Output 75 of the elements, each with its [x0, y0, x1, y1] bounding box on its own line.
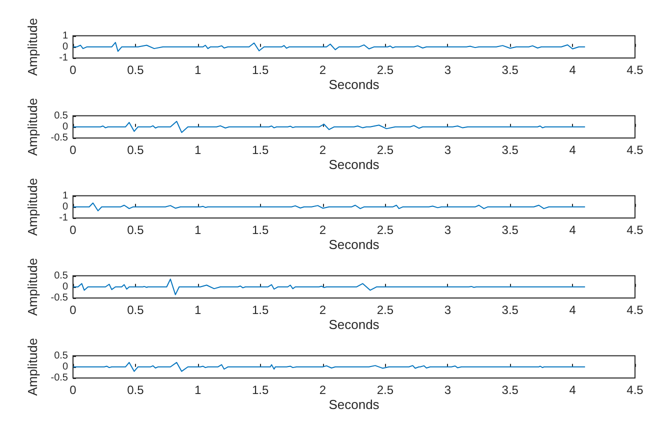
x-tick-label: 1 [194, 223, 202, 237]
x-tick-label: 3.5 [502, 223, 519, 237]
x-tick-label: 3 [444, 383, 452, 397]
x-tick-label: 4 [569, 143, 576, 157]
x-tick-label: 4.5 [626, 303, 644, 317]
x-tick-label: 1 [194, 303, 202, 317]
x-tick-label: 0.5 [127, 383, 144, 397]
x-tick-label: 1.5 [252, 143, 269, 157]
y-axis-title: Amplitude [25, 258, 40, 316]
y-tick-label: 0 [62, 361, 68, 372]
line-series [72, 202, 586, 212]
x-tick-label: 2 [319, 143, 326, 157]
x-tick-label: 2 [319, 223, 326, 237]
x-tick-label: 1.5 [252, 223, 269, 237]
x-tick-label: 3 [444, 63, 452, 77]
x-tick-label: 3.5 [502, 63, 519, 77]
y-tick-label: -0.5 [50, 132, 68, 144]
x-tick-label: 4.5 [626, 383, 644, 397]
y-tick-label: 1 [62, 190, 68, 202]
y-tick-label: -1 [59, 212, 68, 224]
x-tick-label: 3 [444, 303, 452, 317]
x-tick-label: 1 [194, 143, 202, 157]
y-tick-label: -0.5 [50, 372, 68, 384]
line-series [72, 362, 586, 372]
x-tick-label: 4.5 [626, 223, 644, 237]
x-tick-label: 3 [444, 223, 452, 237]
x-axis-title: Seconds [328, 397, 380, 412]
x-tick-label: 3 [444, 143, 452, 157]
x-tick-label: 3.5 [502, 303, 519, 317]
y-tick-label: -1 [59, 52, 68, 64]
y-axis-title: Amplitude [25, 18, 40, 76]
x-tick-label: 1.5 [252, 303, 269, 317]
line-series [72, 42, 586, 52]
x-tick-label: 4 [569, 223, 576, 237]
x-tick-label: 4 [569, 63, 576, 77]
x-tick-label: 4 [569, 383, 576, 397]
x-tick-label: 0.5 [127, 143, 144, 157]
y-tick-label: 0 [62, 281, 68, 292]
y-tick-label: 0.5 [54, 350, 68, 362]
x-tick-label: 2.5 [376, 63, 394, 77]
x-tick-label: 3.5 [502, 383, 519, 397]
y-tick-label: 0.5 [54, 110, 68, 122]
x-tick-label: 2.5 [376, 383, 394, 397]
y-tick-label: 0 [62, 201, 68, 212]
x-tick-label: 3.5 [502, 143, 519, 157]
x-tick-label: 1.5 [252, 383, 269, 397]
x-tick-label: 0.5 [127, 303, 144, 317]
x-tick-label: 4 [569, 303, 576, 317]
x-tick-label: 2.5 [376, 143, 394, 157]
x-tick-label: 2 [319, 63, 326, 77]
y-axis-title: Amplitude [25, 98, 40, 156]
x-tick-label: 0.5 [127, 223, 144, 237]
y-tick-label: 0 [62, 41, 68, 52]
y-tick-label: -0.5 [50, 292, 68, 304]
x-axis-title: Seconds [328, 237, 380, 252]
x-axis-title: Seconds [328, 157, 380, 172]
line-series [72, 278, 586, 296]
line-series [72, 120, 586, 133]
x-tick-label: 2 [319, 303, 326, 317]
x-tick-label: 0.5 [127, 63, 144, 77]
y-axis-title: Amplitude [25, 338, 40, 396]
y-tick-label: 0.5 [54, 270, 68, 282]
y-tick-label: 0 [62, 121, 68, 132]
x-axis-title: Seconds [328, 77, 380, 92]
x-tick-label: 4.5 [626, 143, 644, 157]
y-axis-title: Amplitude [25, 178, 40, 236]
x-tick-label: 2.5 [376, 303, 394, 317]
x-tick-label: 2.5 [376, 223, 394, 237]
x-tick-label: 1 [194, 383, 202, 397]
x-tick-label: 4.5 [626, 63, 644, 77]
x-tick-label: 1 [194, 63, 202, 77]
x-axis-title: Seconds [328, 317, 380, 332]
x-tick-label: 2 [319, 383, 326, 397]
y-tick-label: 1 [62, 30, 68, 42]
x-tick-label: 1.5 [252, 63, 269, 77]
